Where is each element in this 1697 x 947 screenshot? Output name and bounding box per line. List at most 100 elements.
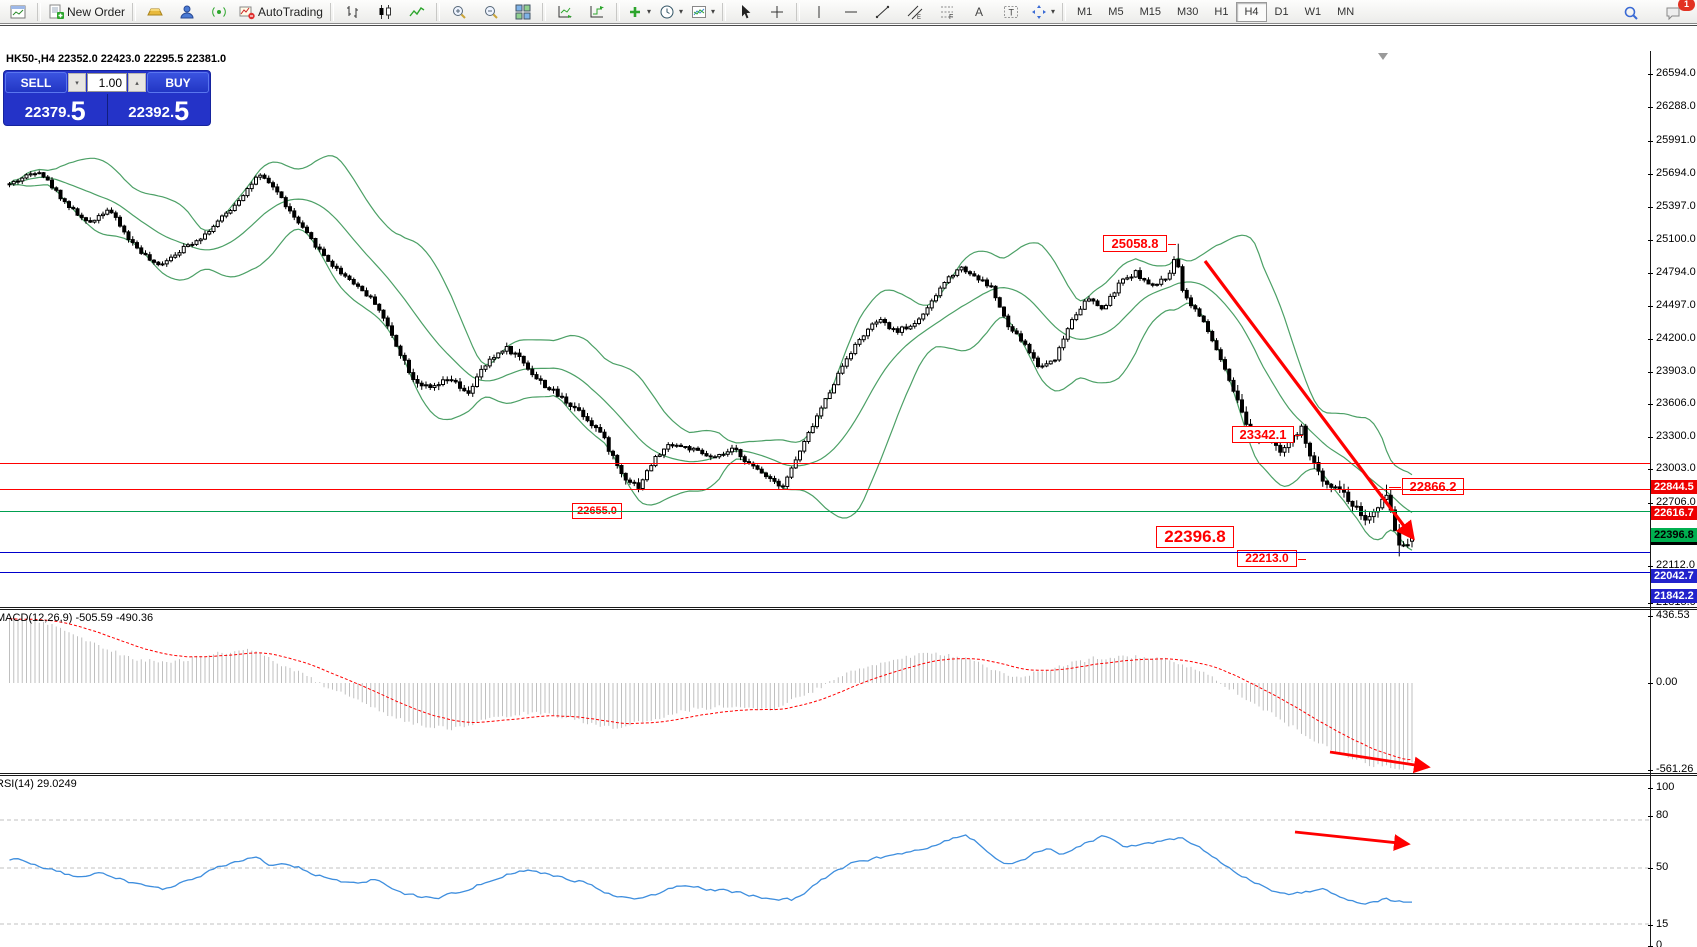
equidistant-channel-button[interactable]: E [899, 1, 931, 23]
svg-text:T: T [1009, 7, 1015, 17]
axis-tick [1648, 74, 1653, 75]
pane-separator-macd[interactable] [0, 607, 1697, 610]
timeframe-d1[interactable]: D1 [1274, 5, 1289, 18]
label-tool-button[interactable]: T [995, 1, 1027, 23]
price-annotation[interactable]: 22866.2 [1402, 478, 1464, 495]
zoom-out-button[interactable] [475, 1, 507, 23]
candle-chart-mode-button[interactable] [369, 1, 401, 23]
add-ind-icon [629, 6, 640, 17]
volume-input[interactable] [87, 73, 127, 92]
price-level-label: 22844.5 [1651, 480, 1697, 494]
cursor-button[interactable] [729, 1, 761, 23]
add-indicator-button[interactable]: ▾ [623, 1, 655, 23]
sell-price[interactable]: 22379. 5 [4, 94, 108, 125]
line-chart-mode-button[interactable] [401, 1, 433, 23]
axis-tick [1648, 437, 1653, 438]
market-watch-button[interactable] [139, 1, 171, 23]
timeframe-h1[interactable]: H1 [1214, 5, 1229, 18]
axis-tick [1648, 770, 1653, 771]
annotation-connector [1295, 434, 1303, 436]
price-level-label: 22616.7 [1651, 506, 1697, 520]
price-annotation[interactable]: 22213.0 [1237, 550, 1297, 567]
price-chart-pane[interactable] [0, 51, 1650, 607]
axis-tick [1648, 868, 1653, 869]
axis-tick [1648, 603, 1653, 604]
volume-increase-button[interactable]: ▴ [128, 73, 146, 92]
search-icon[interactable] [1615, 2, 1647, 24]
fibonacci-button[interactable]: F [931, 1, 963, 23]
toolbar-separator [722, 2, 726, 21]
buy-price[interactable]: 22392. 5 [128, 96, 190, 126]
pane-separator-rsi[interactable] [0, 773, 1697, 776]
horizontal-line-button[interactable] [835, 1, 867, 23]
macd-pane[interactable] [0, 610, 1650, 773]
timeframe-h4[interactable]: H4 [1236, 1, 1267, 22]
timeframe-m30[interactable]: M30 [1176, 5, 1199, 18]
new-order-icon [49, 4, 64, 19]
price-tick-label: 24200.0 [1656, 332, 1696, 344]
text-tool-button[interactable]: A [963, 1, 995, 23]
horizontal-level-line[interactable] [0, 489, 1650, 490]
sell-button[interactable]: SELL [5, 72, 67, 93]
price-level-label: 22042.7 [1651, 569, 1697, 583]
bar-chart-mode-button[interactable] [337, 1, 369, 23]
dropdown-caret-icon: ▾ [678, 7, 683, 16]
price-tick-label: 25397.0 [1656, 200, 1696, 212]
toolbar: New Order AutoTrading ▾ ▾ ▾ E F A T ▾ M1 M5 M15 M30 H1… [0, 0, 1697, 24]
search-icon [1624, 6, 1638, 20]
new-order-button[interactable]: New Order [44, 1, 129, 23]
price-tick-label: 24794.0 [1656, 266, 1696, 278]
trend-arrow[interactable] [1294, 830, 1411, 851]
rsi-indicator-header: RSI(14) 29.0249 [0, 778, 77, 790]
periods-button[interactable]: ▾ [655, 1, 687, 23]
chart-shift-marker[interactable] [1378, 53, 1388, 60]
timeframe-m15[interactable]: M15 [1139, 5, 1161, 18]
tile-windows-button[interactable] [507, 1, 539, 23]
timeframe-m5[interactable]: M5 [1108, 5, 1124, 18]
horizontal-level-line[interactable] [0, 463, 1650, 464]
new-chart-button[interactable] [2, 1, 34, 23]
price-annotation[interactable]: 22396.8 [1156, 526, 1234, 548]
axis-tick [1648, 616, 1653, 617]
trendline-button[interactable] [867, 1, 899, 23]
price-tick-label: 0.00 [1656, 676, 1678, 688]
chart-window[interactable]: HK50-,H4 22352.0 22423.0 22295.5 22381.0… [0, 25, 1697, 947]
rsi-pane[interactable] [0, 776, 1650, 947]
trend-arrow[interactable] [1329, 750, 1431, 773]
horizontal-level-line[interactable] [0, 552, 1650, 553]
indicator-list-button[interactable] [549, 1, 581, 23]
autotrading-button[interactable]: AutoTrading [235, 1, 327, 23]
price-tick-label: 25100.0 [1656, 233, 1696, 245]
horizontal-level-line[interactable] [0, 511, 1650, 512]
trend-arrow[interactable] [1203, 260, 1415, 541]
toolbar-separator [37, 2, 41, 21]
indicator-window-button[interactable] [581, 1, 613, 23]
price-axis[interactable] [1650, 51, 1697, 947]
timeframe-mn[interactable]: MN [1337, 5, 1355, 18]
price-annotation[interactable]: 23342.1 [1232, 426, 1294, 443]
price-tick-label: 24497.0 [1656, 299, 1696, 311]
chart-window-icon [10, 5, 26, 18]
price-tick-label: 26288.0 [1656, 100, 1696, 112]
data-window-button[interactable] [171, 1, 203, 23]
toolbar-separator [435, 2, 440, 21]
signals-button[interactable] [203, 1, 235, 23]
zoom-in-button[interactable] [443, 1, 475, 23]
arrows-tool-button[interactable]: ▾ [1027, 1, 1059, 23]
crosshair-button[interactable] [761, 1, 793, 23]
autotrading-label: AutoTrading [258, 4, 323, 19]
dropdown-caret-icon: ▾ [710, 7, 715, 16]
templates-button[interactable]: ▾ [687, 1, 719, 23]
timeframe-m1[interactable]: M1 [1077, 5, 1093, 18]
toolbar-separator [329, 2, 334, 21]
tile-icon [515, 4, 531, 19]
timeframe-w1[interactable]: W1 [1304, 5, 1322, 18]
vertical-line-button[interactable] [803, 1, 835, 23]
volume-decrease-button[interactable]: ▾ [68, 73, 86, 92]
horizontal-level-line[interactable] [0, 572, 1650, 573]
price-annotation[interactable]: 25058.8 [1103, 235, 1167, 252]
templates-icon [691, 5, 706, 18]
buy-button[interactable]: BUY [147, 72, 209, 93]
chat-icon[interactable]: 1 [1657, 0, 1695, 24]
